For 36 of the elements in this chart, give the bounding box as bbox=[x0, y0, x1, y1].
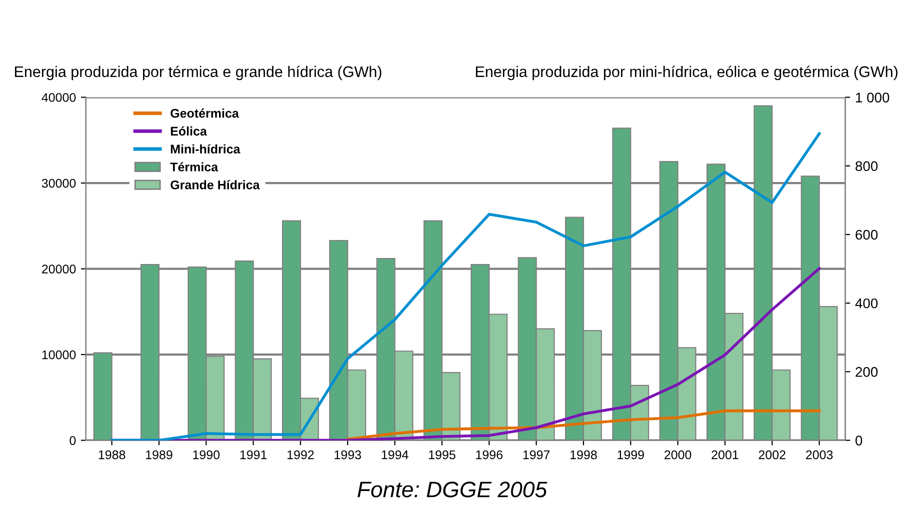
x-tick-label: 1998 bbox=[570, 450, 597, 460]
x-tick-label: 1995 bbox=[429, 450, 456, 460]
x-tick-label: 1999 bbox=[618, 450, 644, 460]
x-tick-label: 2003 bbox=[806, 450, 833, 460]
y-tick-label: 0 bbox=[70, 436, 76, 445]
x-tick-label: 1994 bbox=[382, 450, 408, 460]
x-tick-label: 1991 bbox=[240, 450, 267, 460]
legend-label: Geotérmica bbox=[170, 108, 239, 118]
y2-tick-label: 200 bbox=[856, 367, 878, 377]
x-tick-label: 1989 bbox=[146, 450, 172, 460]
y2-tick-label: 0 bbox=[856, 436, 862, 446]
y-tick-label: 30000 bbox=[42, 178, 76, 188]
line-series bbox=[346, 409, 821, 440]
legend-label: Eólica bbox=[170, 126, 207, 136]
y2-tick-label: 1 000 bbox=[856, 92, 890, 102]
x-tick-label: 2000 bbox=[664, 450, 692, 460]
x-tick-label: 1993 bbox=[334, 450, 362, 460]
x-tick-label: 1990 bbox=[193, 450, 220, 460]
x-tick-label: 1988 bbox=[98, 450, 126, 460]
y2-tick-label: 600 bbox=[856, 230, 878, 240]
legend-label: Mini-hídrica bbox=[170, 144, 240, 154]
x-tick-label: 1997 bbox=[523, 450, 550, 460]
y2-axis-title: Energia produzida por mini-hídrica, eólica e geotérmica (GWh) bbox=[476, 66, 898, 80]
x-tick-label: 2002 bbox=[758, 450, 786, 460]
y-tick-label: 20000 bbox=[42, 264, 76, 274]
legend-label: Grande Hídrica bbox=[170, 180, 260, 190]
y-axis-title: Energia produzida por térmica e grande hídrica (GWh) bbox=[14, 66, 382, 80]
x-tick-label: 1996 bbox=[476, 450, 502, 460]
legend-label: Térmica bbox=[170, 162, 218, 172]
y-tick-label: 40000 bbox=[42, 93, 76, 102]
x-tick-label: 1992 bbox=[288, 450, 314, 460]
source-note: Fonte: DGGE 2005 bbox=[358, 482, 548, 498]
y2-tick-label: 400 bbox=[855, 298, 878, 308]
y2-tick-label: 800 bbox=[856, 161, 878, 172]
y-tick-label: 10000 bbox=[42, 350, 76, 360]
x-tick-label: 2001 bbox=[712, 450, 738, 460]
